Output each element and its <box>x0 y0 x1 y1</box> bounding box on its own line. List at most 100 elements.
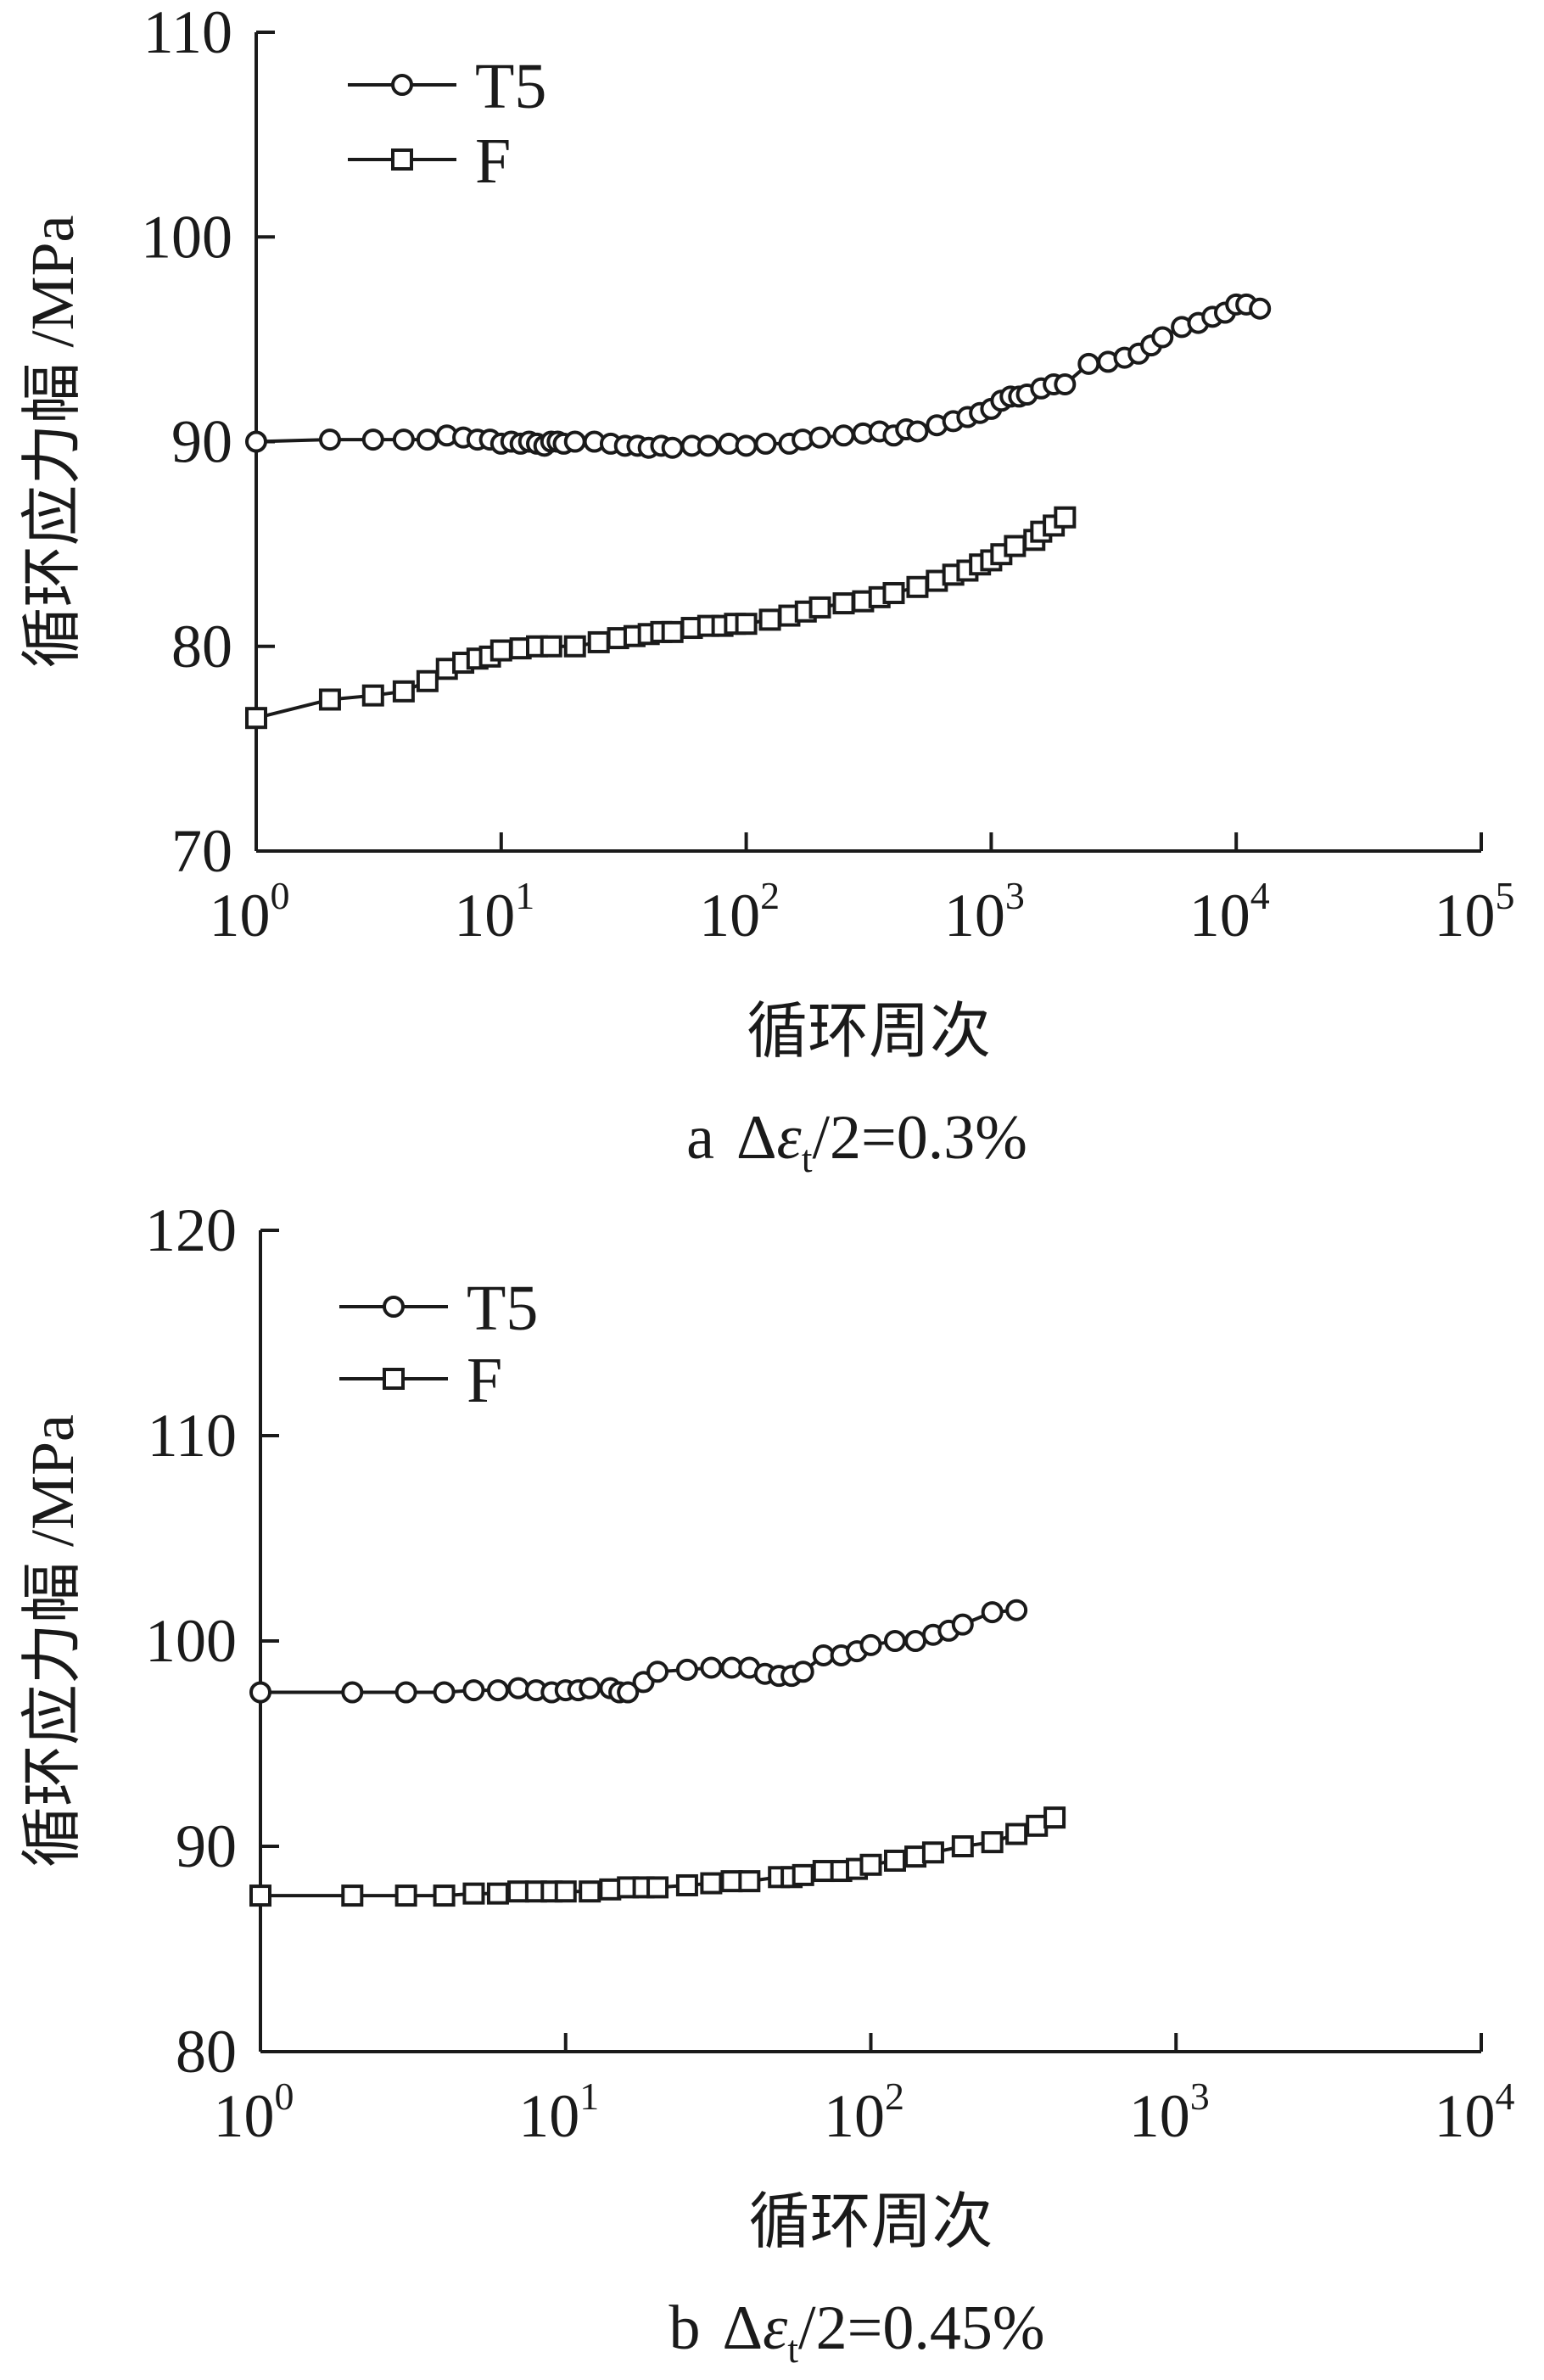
point-t5 <box>579 1677 601 1700</box>
x-tick-base: 10 <box>214 2082 275 2150</box>
x-tick-base: 10 <box>1435 882 1496 949</box>
point-f <box>981 1831 1004 1854</box>
legend-marker-square <box>383 1368 405 1390</box>
point-t5 <box>883 1630 906 1652</box>
caption-delta: Δ <box>736 1103 777 1173</box>
caption-subscript: t <box>802 1137 813 1180</box>
x-tick-label: 104 <box>1435 2075 1515 2150</box>
series-t5 <box>249 1599 1028 1704</box>
point-t5 <box>563 430 586 453</box>
point-f <box>1026 1814 1049 1837</box>
legend-label: F <box>467 1345 502 1416</box>
legend-label: T5 <box>467 1273 538 1344</box>
x-tick-exp: 3 <box>1005 874 1025 917</box>
y-axis-title: 循环应力幅 /MPa <box>19 1414 87 1868</box>
caption-prefix: b <box>669 2293 701 2363</box>
point-f <box>587 630 610 653</box>
point-f <box>249 1884 271 1907</box>
point-t5 <box>859 1633 882 1656</box>
point-f <box>318 688 341 711</box>
x-tick-exp: 4 <box>1250 874 1270 917</box>
point-t5 <box>1054 372 1077 395</box>
point-t5 <box>812 1644 835 1666</box>
series-t5 <box>245 293 1272 459</box>
point-t5 <box>754 432 777 455</box>
caption-delta: Δ <box>723 2293 764 2363</box>
series-f <box>249 1806 1066 1907</box>
point-t5 <box>1005 1599 1028 1621</box>
point-f <box>661 620 684 643</box>
point-t5 <box>507 1677 530 1700</box>
x-tick-exp: 5 <box>1496 874 1515 917</box>
point-f <box>554 1880 577 1903</box>
x-tick-exp: 1 <box>579 2075 599 2118</box>
point-f <box>599 1878 622 1901</box>
caption-epsilon: ε <box>777 1103 803 1173</box>
legend-entry-f: F <box>339 1345 502 1416</box>
point-f <box>486 1882 509 1905</box>
x-tick-base: 10 <box>944 882 1005 949</box>
point-t5 <box>318 428 341 451</box>
y-tick-label: 80 <box>176 2018 237 2086</box>
point-t5 <box>720 1656 743 1679</box>
point-t5 <box>792 1660 814 1683</box>
point-f <box>392 680 415 703</box>
y-tick-label: 120 <box>145 1196 237 1264</box>
point-t5 <box>661 436 684 459</box>
point-t5 <box>646 1660 669 1683</box>
point-f <box>832 592 855 615</box>
panel-caption: a Δεt/2=0.3% <box>686 1103 1027 1180</box>
caption-prefix: a <box>686 1103 714 1173</box>
point-t5 <box>832 424 855 447</box>
point-f <box>1054 506 1077 529</box>
point-f <box>808 596 831 619</box>
y-tick-label: 80 <box>171 613 232 680</box>
x-tick-label: 100 <box>214 2075 294 2150</box>
point-f <box>361 684 384 707</box>
point-f <box>859 1853 882 1876</box>
point-t5 <box>361 428 384 451</box>
x-tick-label: 100 <box>210 874 290 949</box>
point-f <box>507 1880 530 1903</box>
point-f <box>416 669 439 692</box>
x-tick-base: 10 <box>699 882 760 949</box>
x-tick-base: 10 <box>1189 882 1250 949</box>
series-f <box>245 506 1077 730</box>
point-t5 <box>981 1601 1004 1624</box>
point-f <box>675 1873 698 1896</box>
legend-marker-square <box>391 148 413 171</box>
point-f <box>1005 1823 1028 1845</box>
caption-suffix: /2=0.45% <box>798 2293 1044 2363</box>
caption-suffix: /2=0.3% <box>812 1103 1027 1173</box>
point-t5 <box>249 1681 271 1704</box>
point-t5 <box>617 1681 640 1704</box>
x-tick-label: 102 <box>824 2075 904 2150</box>
x-tick-label: 103 <box>944 874 1025 949</box>
caption-epsilon: ε <box>763 2293 788 2363</box>
legend-marker-circle <box>391 74 413 96</box>
point-f <box>758 608 781 631</box>
x-axis-title: 循环周次 <box>748 2188 993 2256</box>
point-t5 <box>433 1681 456 1704</box>
y-tick-label: 70 <box>171 817 232 885</box>
point-f <box>720 1870 743 1893</box>
point-t5 <box>675 1658 698 1681</box>
x-tick-label: 101 <box>454 874 534 949</box>
y-tick-label: 100 <box>141 203 232 271</box>
y-tick-label: 90 <box>176 1812 237 1880</box>
x-tick-exp: 0 <box>271 874 290 917</box>
x-tick-label: 101 <box>518 2075 599 2150</box>
legend-entry-t5: T5 <box>339 1273 538 1344</box>
y-tick-label: 110 <box>148 1402 237 1470</box>
point-t5 <box>951 1613 974 1636</box>
x-tick-label: 103 <box>1129 2075 1210 2150</box>
point-t5 <box>700 1656 723 1679</box>
point-f <box>433 1884 456 1907</box>
point-f <box>245 707 267 730</box>
x-tick-exp: 2 <box>760 874 780 917</box>
point-t5 <box>392 428 415 451</box>
point-f <box>921 1841 944 1864</box>
y-tick-label: 110 <box>143 0 232 66</box>
